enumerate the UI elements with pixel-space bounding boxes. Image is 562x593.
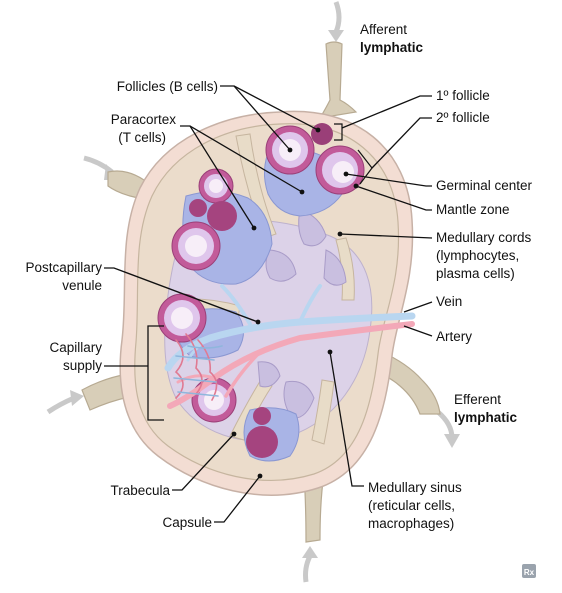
afferent-arrow-bottom xyxy=(303,554,313,583)
germinal-center-leader xyxy=(345,173,432,187)
labels: Afferent lymphatic Follicles (B cells) P… xyxy=(25,22,532,531)
medullary-sinus-label-line2: (reticular cells, xyxy=(368,498,455,513)
capsule-leader xyxy=(214,475,261,523)
medullary-cord xyxy=(265,249,297,282)
medullary-cords-label-line3: plasma cells) xyxy=(436,266,515,281)
follicle-primary xyxy=(207,201,237,231)
afferent-arrowhead-top xyxy=(328,30,344,42)
afferent-arrow-bottom-left xyxy=(46,395,75,415)
capillary-bracket xyxy=(147,325,164,421)
vein-vessel xyxy=(164,312,416,372)
follicles xyxy=(157,123,365,458)
follicle-secondary xyxy=(198,168,234,204)
efferent-arrowhead xyxy=(444,434,460,448)
leader-lines xyxy=(104,85,433,523)
afferent-arrowhead-bottom-left xyxy=(70,390,84,406)
paracortex-label-line2: (T cells) xyxy=(118,130,166,145)
artery-branch xyxy=(176,374,216,384)
medullary-cord xyxy=(298,209,327,247)
artery-label: Artery xyxy=(436,329,472,344)
secondary-follicle-leader xyxy=(371,117,432,169)
follicle-secondary xyxy=(191,377,237,423)
medullary-sinus-label-line3: macrophages) xyxy=(368,516,454,531)
trabecula xyxy=(235,133,277,239)
medullary-sinus-label-line1: Medullary sinus xyxy=(368,480,462,495)
follicle-primary xyxy=(253,407,271,425)
blood-vessels xyxy=(164,284,416,409)
follicle-primary xyxy=(189,199,207,217)
vein-branch xyxy=(220,284,252,326)
medullary-cord xyxy=(283,380,315,419)
artery-vessel xyxy=(167,321,415,409)
capillary-label-line1: Capillary xyxy=(49,340,102,355)
vein-leader xyxy=(403,301,433,313)
mantle-zone-label: Mantle zone xyxy=(436,202,510,217)
medullary-cords-label-line2: (lymphocytes, xyxy=(436,248,519,263)
rx-logo-text: Rx xyxy=(524,568,535,577)
primary-follicle-leader xyxy=(341,95,432,129)
primary-follicle-label: 1º follicle xyxy=(436,88,490,103)
germinal-center-label: Germinal center xyxy=(436,178,533,193)
efferent-label-line1: Efferent xyxy=(454,392,501,407)
postcapillary-leader xyxy=(104,267,259,323)
medullary-cords-label-line1: Medullary cords xyxy=(436,230,532,245)
trabecula-label: Trabecula xyxy=(110,483,170,498)
capillary-label-line2: supply xyxy=(63,358,102,373)
afferent-label-line2: lymphatic xyxy=(360,40,424,55)
trabecula xyxy=(335,237,355,301)
afferent-label-line1: Afferent xyxy=(360,22,407,37)
mantle-zone-leader xyxy=(355,185,432,211)
paracortex-leader xyxy=(189,125,303,193)
follicles-leader xyxy=(233,85,319,131)
follicle-primary xyxy=(311,123,333,145)
postcapillary-label-line1: Postcapillary xyxy=(25,260,102,275)
follicle-secondary xyxy=(157,293,207,343)
medullary-cord xyxy=(257,361,281,388)
leader-dots xyxy=(231,127,359,479)
medullary-cords-leader xyxy=(339,233,433,239)
efferent-label-line2: lymphatic xyxy=(454,410,518,425)
afferent-arrowhead-bottom xyxy=(302,546,318,558)
follicles-label: Follicles (B cells) xyxy=(117,79,218,94)
medullary-sinus-leader xyxy=(329,351,364,487)
vein-label: Vein xyxy=(436,294,462,309)
follicle-secondary xyxy=(171,221,221,271)
paracortex-label-line1: Paracortex xyxy=(111,112,177,127)
afferent-arrow-top xyxy=(333,1,342,33)
medullary-cords xyxy=(257,209,347,419)
medullary-cord xyxy=(323,249,347,286)
trabecula-leader xyxy=(172,433,235,491)
afferent-vessel-top xyxy=(318,41,358,119)
artery-branch xyxy=(224,350,262,398)
rx-logo: Rx xyxy=(522,564,536,578)
capsule-label: Capsule xyxy=(162,515,212,530)
primary-follicle-bracket xyxy=(334,123,343,141)
vein-branch xyxy=(298,284,322,324)
follicle-secondary-labelled xyxy=(315,145,365,195)
secondary-follicle-label: 2º follicle xyxy=(436,110,490,125)
postcapillary-label-line2: venule xyxy=(62,278,102,293)
artery-leader xyxy=(403,325,433,337)
trabecula xyxy=(311,379,335,445)
follicle-primary xyxy=(246,426,278,458)
capillary-network xyxy=(173,333,223,401)
trabeculae xyxy=(169,133,355,445)
